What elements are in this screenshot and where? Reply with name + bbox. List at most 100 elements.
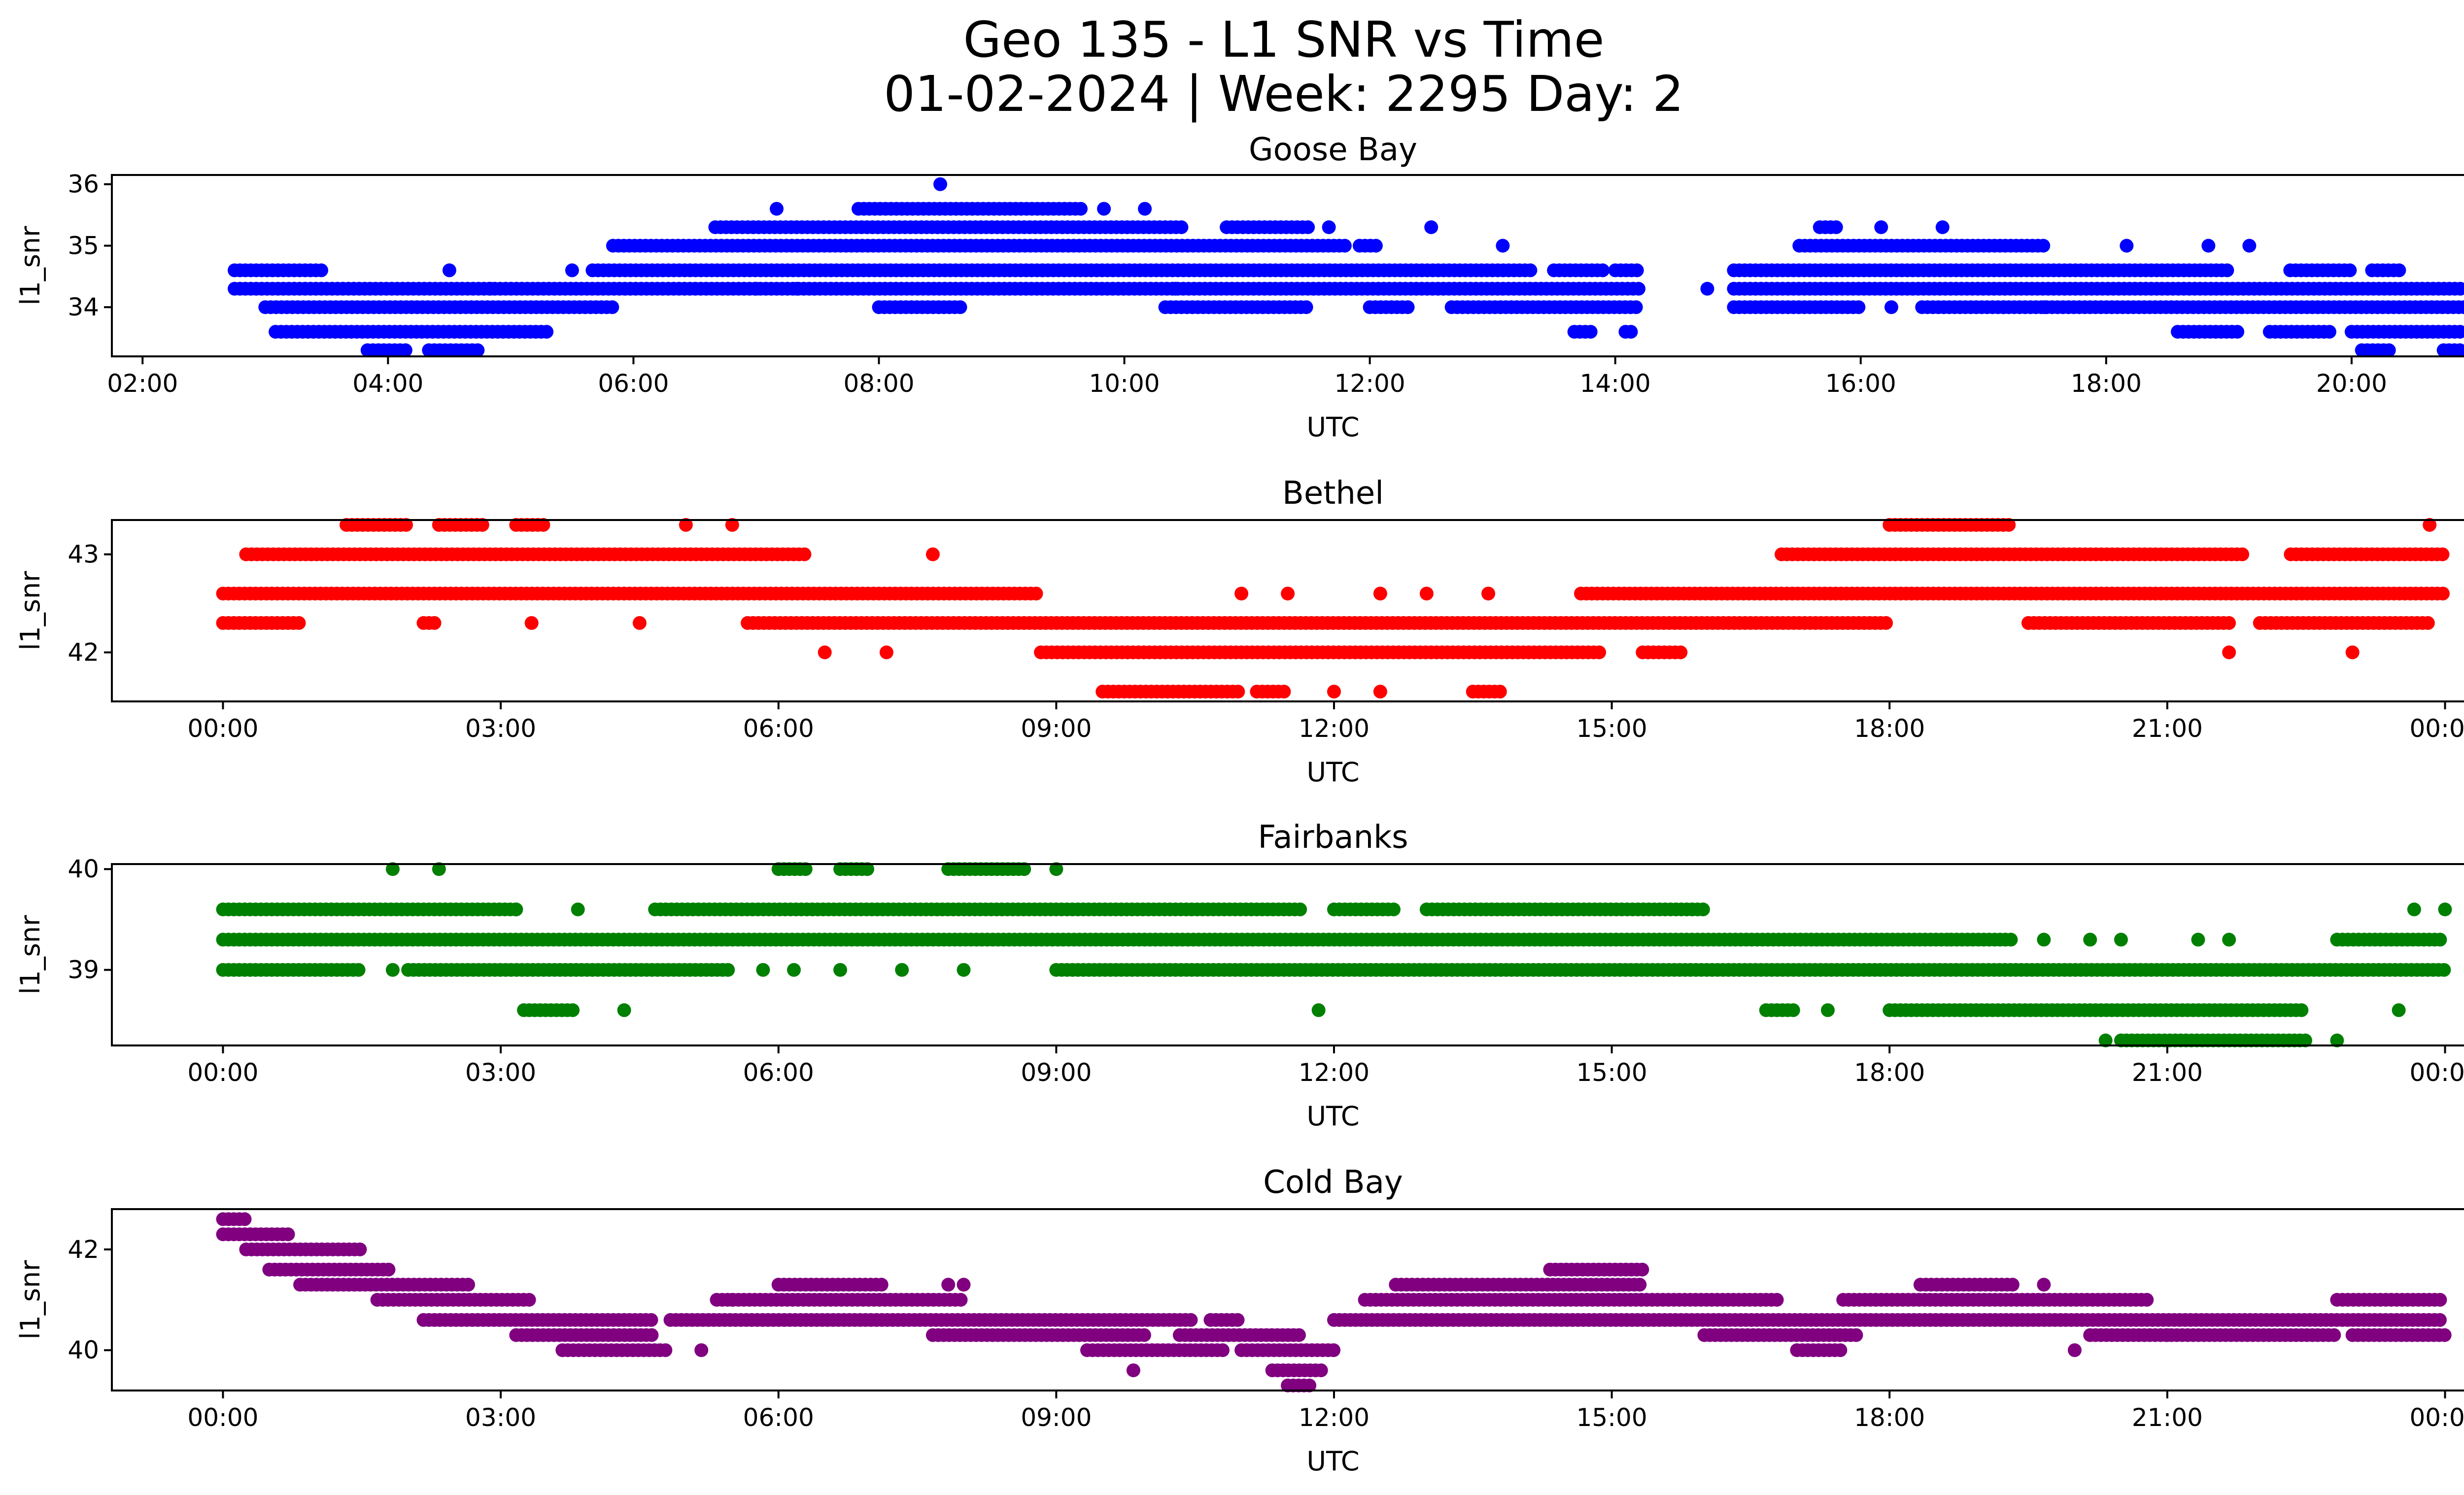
- data-point: [1481, 587, 1496, 601]
- x-tick-label: 08:00: [843, 369, 914, 398]
- data-point: [1635, 1262, 1649, 1277]
- data-point: [756, 963, 770, 977]
- data-point: [1633, 1278, 1647, 1292]
- data-point: [1821, 1003, 1835, 1017]
- data-point: [874, 1278, 889, 1292]
- data-point: [281, 1227, 295, 1242]
- x-axis-label: UTC: [1306, 757, 1359, 788]
- subplot-goose-bay: Goose Bay 02:00 04:00 06:00 08:00 10:00 12:00…: [15, 132, 2464, 443]
- x-tick-label: 18:00: [1854, 1403, 1925, 1432]
- x-tick-label: 03:00: [465, 1058, 536, 1087]
- data-point: [957, 1278, 971, 1292]
- x-tick-label: 12:00: [1299, 1403, 1369, 1432]
- data-point: [238, 1212, 252, 1226]
- data-point: [1301, 220, 1315, 234]
- data-point: [2160, 1328, 2174, 1342]
- data-point: [721, 963, 735, 977]
- data-point: [2433, 933, 2447, 947]
- data-point: [1029, 587, 1043, 601]
- data-point: [1327, 685, 1341, 699]
- subplot-fairbanks: Fairbanks 00:00 03:00 06:00 09:00 12:00 15:00…: [15, 819, 2464, 1132]
- data-point: [2222, 933, 2236, 947]
- data-point: [385, 963, 400, 977]
- data-points: [228, 177, 2464, 357]
- data-point: [522, 1293, 536, 1307]
- x-tick-label: 06:00: [743, 1403, 814, 1432]
- data-point: [1849, 1328, 1863, 1342]
- data-point: [471, 343, 485, 357]
- data-point: [632, 616, 647, 630]
- data-point: [1231, 685, 1245, 699]
- x-tick-label: 12:00: [1299, 1058, 1369, 1087]
- x-tick-label: 00:00: [2409, 714, 2464, 743]
- x-axis-ticks: 00:00 03:00 06:00 09:00 12:00 15:00 18:00 21:00…: [187, 1391, 2464, 1432]
- x-tick-label: 00:00: [187, 714, 258, 743]
- data-point: [2298, 1033, 2312, 1047]
- data-point: [385, 862, 400, 876]
- data-point: [1168, 281, 1183, 296]
- data-point: [605, 300, 619, 314]
- data-point: [2222, 645, 2236, 660]
- data-point: [1401, 300, 1415, 314]
- data-point: [2294, 1003, 2309, 1017]
- data-point: [2438, 903, 2452, 916]
- data-point: [2021, 616, 2036, 630]
- data-point: [1174, 220, 1189, 234]
- data-point: [1293, 903, 1307, 916]
- data-point: [694, 1343, 709, 1357]
- subplot-title: Goose Bay: [1249, 132, 1417, 168]
- x-tick-label: 10:00: [1089, 369, 1160, 398]
- data-point: [1630, 263, 1644, 278]
- data-point: [2453, 325, 2464, 339]
- x-tick-label: 18:00: [1854, 714, 1925, 743]
- data-point: [2120, 239, 2134, 253]
- plot-frame: [111, 174, 2464, 357]
- data-point: [1884, 300, 1898, 314]
- data-point: [1234, 587, 1249, 601]
- x-tick-label: 18:00: [1854, 1058, 1925, 1087]
- y-tick-label: 42: [68, 1235, 99, 1264]
- data-point: [2140, 1293, 2154, 1307]
- data-point: [2330, 1033, 2344, 1047]
- subplot-bethel: Bethel 00:00 03:00 06:00 09:00 12:00 15:00 18:…: [15, 475, 2464, 788]
- data-point: [2220, 263, 2234, 278]
- data-point: [1216, 1343, 1230, 1357]
- data-point: [2235, 547, 2250, 561]
- data-point: [933, 177, 947, 191]
- y-tick-label: 34: [68, 293, 99, 321]
- data-point: [2433, 1313, 2447, 1327]
- data-point: [2083, 933, 2097, 947]
- x-tick-label: 12:00: [1299, 714, 1369, 743]
- data-point: [2453, 281, 2464, 296]
- data-point: [353, 1242, 367, 1256]
- data-point: [1424, 220, 1438, 234]
- x-tick-label: 03:00: [465, 714, 536, 743]
- data-point: [925, 547, 940, 561]
- data-point: [2114, 933, 2128, 947]
- data-point: [2098, 1033, 2113, 1047]
- data-point: [1674, 645, 1688, 660]
- x-axis-label: UTC: [1306, 1101, 1359, 1132]
- data-point: [351, 963, 366, 977]
- data-point: [2421, 616, 2435, 630]
- x-tick-label: 03:00: [465, 1403, 536, 1432]
- data-point: [536, 518, 550, 532]
- data-point: [2436, 587, 2450, 601]
- data-point: [617, 1003, 631, 1017]
- data-point: [2392, 1003, 2406, 1017]
- data-point: [1879, 616, 1893, 630]
- data-point: [953, 300, 967, 314]
- data-point: [1302, 1378, 1317, 1392]
- x-axis-label: UTC: [1306, 412, 1359, 443]
- data-point: [798, 862, 813, 876]
- data-point: [1322, 220, 1336, 234]
- y-tick-label: 40: [68, 855, 99, 883]
- data-point: [1419, 587, 1434, 601]
- data-point: [1833, 1343, 1848, 1357]
- data-point: [797, 547, 812, 561]
- data-point: [1231, 1313, 1245, 1327]
- data-points: [216, 862, 2452, 1047]
- data-point: [1496, 239, 1510, 253]
- x-tick-label: 14:00: [1580, 369, 1651, 398]
